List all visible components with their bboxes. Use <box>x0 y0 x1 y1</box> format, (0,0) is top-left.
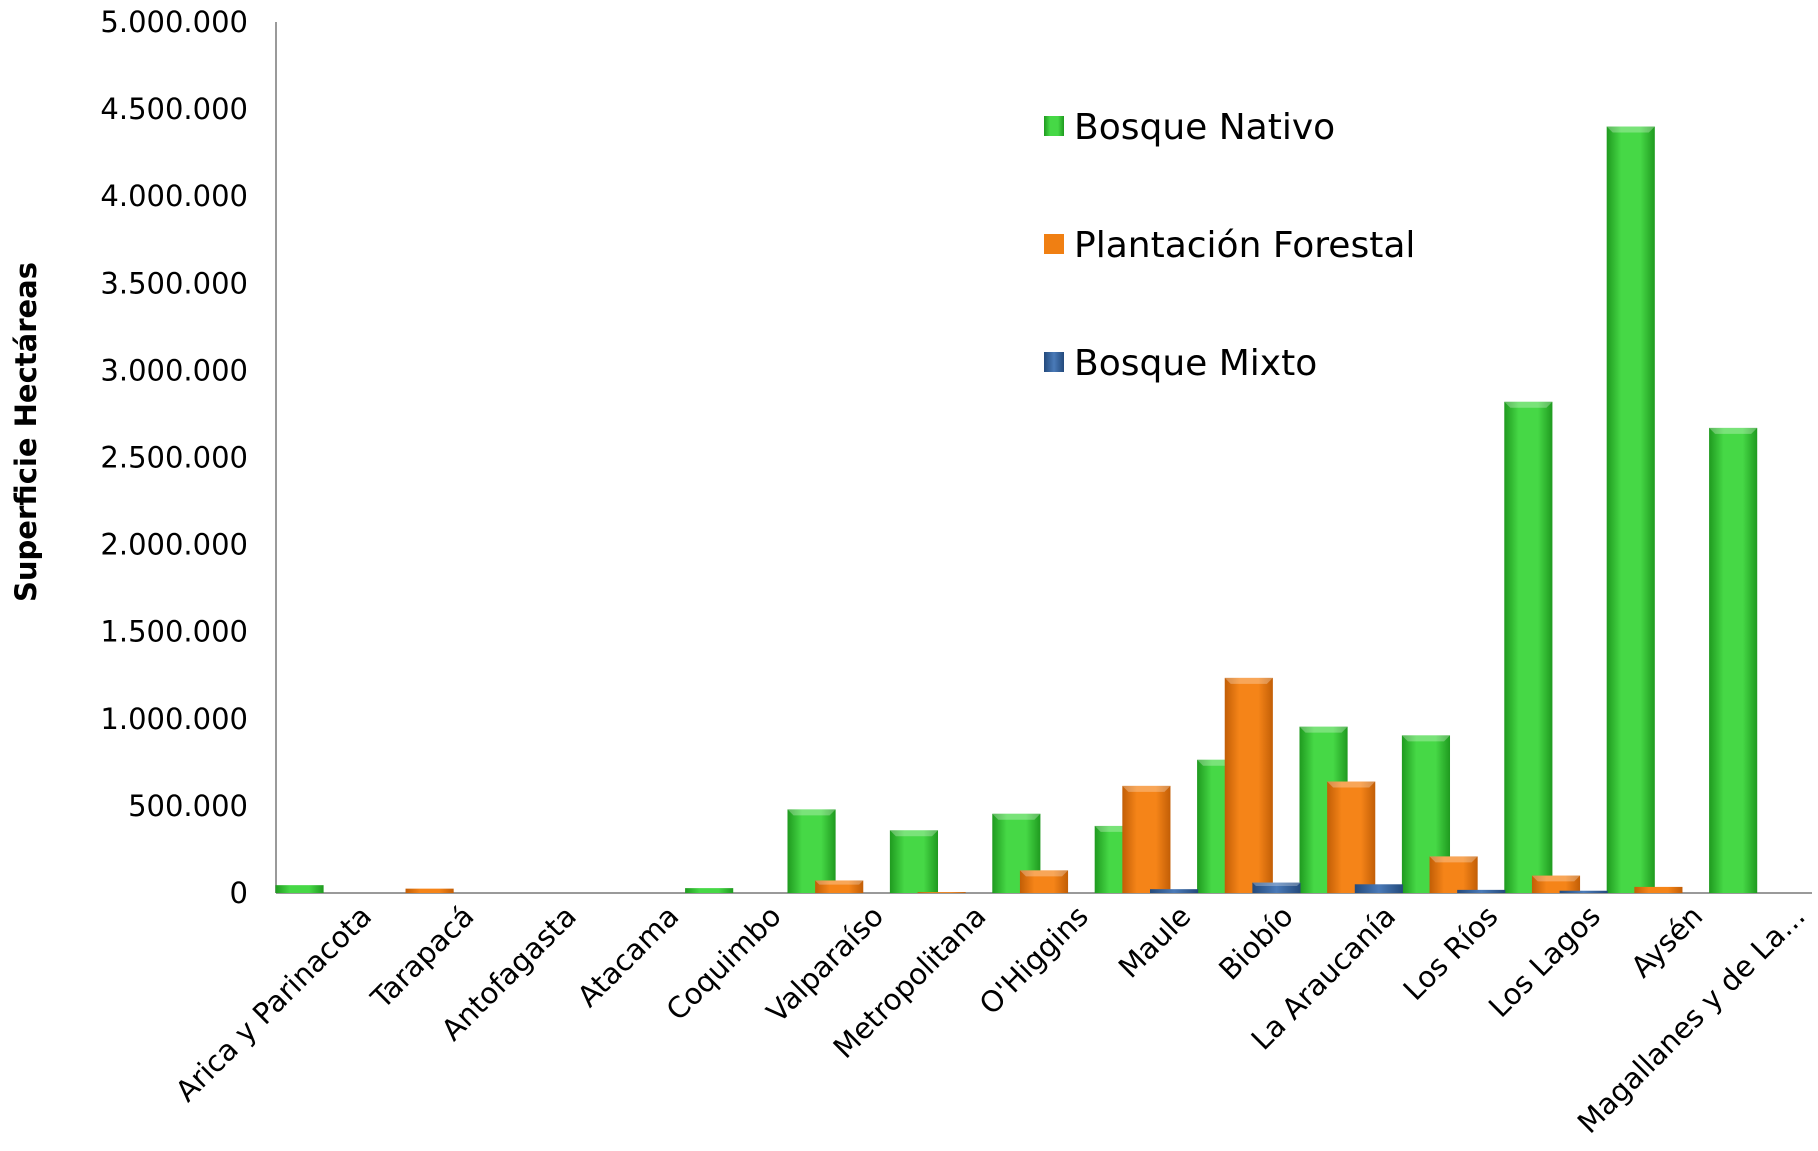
bar-body <box>1327 781 1376 893</box>
x-tick-label: Maule <box>1112 899 1198 985</box>
bar <box>1531 875 1581 893</box>
x-tick-label: O'Higgins <box>973 899 1095 1021</box>
x-tick-label: Biobío <box>1212 899 1300 987</box>
legend-label: Bosque Nativo <box>1074 107 1335 148</box>
bar-body <box>1429 856 1478 893</box>
bar-body <box>1634 886 1683 893</box>
y-tick-label: 5.000.000 <box>100 5 248 39</box>
bar <box>1504 401 1553 893</box>
x-tick-label: Arica y Parinacota <box>169 899 378 1108</box>
bar <box>1019 870 1069 893</box>
bar-body <box>1559 890 1608 893</box>
bar <box>1327 781 1376 893</box>
bar-body <box>405 888 454 893</box>
bar-body <box>1122 785 1171 893</box>
bar-body <box>917 892 966 893</box>
bar-bevel <box>992 813 1041 820</box>
y-tick-label: 0 <box>230 876 248 910</box>
bar <box>275 885 324 893</box>
y-tick-label: 4.500.000 <box>100 92 248 126</box>
bar-body <box>787 809 836 893</box>
bar <box>1559 890 1608 893</box>
bar-bevel <box>1606 126 1655 133</box>
bar-bevel <box>889 830 939 837</box>
bar-bevel <box>1327 781 1376 788</box>
y-tick-label: 1.500.000 <box>100 615 248 649</box>
bar <box>889 830 939 893</box>
bar-body <box>1531 875 1581 893</box>
bar <box>917 892 966 893</box>
bar <box>1634 886 1683 893</box>
legend-label: Plantación Forestal <box>1074 225 1415 266</box>
bar <box>1149 889 1199 893</box>
legend-label: Bosque Mixto <box>1074 343 1317 384</box>
bar <box>1709 427 1758 893</box>
bar-body <box>1709 427 1758 893</box>
legend: Bosque Nativo Plantación Forestal Bosque M… <box>1044 107 1415 384</box>
legend-swatch <box>1044 234 1064 254</box>
bar-body <box>1224 677 1273 893</box>
bar-bevel <box>1709 427 1758 434</box>
legend-swatch <box>1044 352 1064 372</box>
bar <box>1606 126 1655 893</box>
x-tick-label: Los Lagos <box>1482 899 1607 1024</box>
bar-body <box>1252 882 1301 893</box>
bar <box>685 888 734 893</box>
y-tick-label: 4.000.000 <box>100 179 248 213</box>
y-tick-label: 3.000.000 <box>100 353 248 387</box>
bar <box>1354 884 1403 893</box>
bar-body <box>1354 884 1403 893</box>
x-tick-label: Aysén <box>1624 899 1709 984</box>
y-tick-labels: 0 500.000 1.000.000 1.500.000 2.000.000 2.500… <box>100 5 248 910</box>
axes <box>275 22 1812 894</box>
bar-body <box>1019 870 1069 893</box>
bar-bevel <box>1531 875 1581 882</box>
bar-bevel <box>1429 856 1478 863</box>
bar <box>1122 785 1171 893</box>
bar <box>1252 882 1301 893</box>
bar <box>1224 677 1273 893</box>
y-axis-label: Superficie Hectáreas <box>9 262 43 602</box>
bar-body <box>275 885 324 893</box>
bar-body <box>685 888 734 893</box>
bar-bevel <box>815 880 864 885</box>
legend-swatch <box>1044 116 1064 136</box>
bar-bevel <box>1122 785 1171 792</box>
bar <box>1457 889 1506 893</box>
bar-body <box>1606 126 1655 893</box>
y-tick-label: 2.500.000 <box>100 441 248 475</box>
bar <box>405 888 454 893</box>
bar-body <box>815 880 864 893</box>
bar-body <box>1457 889 1506 893</box>
bar-bevel <box>787 809 836 816</box>
bar-body <box>889 830 939 893</box>
bar <box>815 880 864 893</box>
bars <box>275 126 1758 893</box>
bar-bevel <box>1019 870 1069 877</box>
bar-bevel <box>1504 401 1553 408</box>
bar-body <box>1149 889 1199 893</box>
y-tick-label: 2.000.000 <box>100 528 248 562</box>
bar-bevel <box>1224 677 1273 684</box>
bar-body <box>1504 401 1553 893</box>
bar-bevel <box>1299 726 1348 733</box>
y-tick-label: 1.000.000 <box>100 702 248 736</box>
bar-bevel <box>1252 882 1301 887</box>
y-tick-label: 500.000 <box>128 789 248 823</box>
x-tick-labels: Arica y ParinacotaTarapacáAntofagastaAta… <box>169 899 1812 1140</box>
y-tick-label: 3.500.000 <box>100 266 248 300</box>
bar-bevel <box>1401 735 1451 742</box>
x-tick-label: Los Ríos <box>1397 899 1505 1007</box>
bar <box>787 809 836 893</box>
bar <box>1429 856 1478 893</box>
